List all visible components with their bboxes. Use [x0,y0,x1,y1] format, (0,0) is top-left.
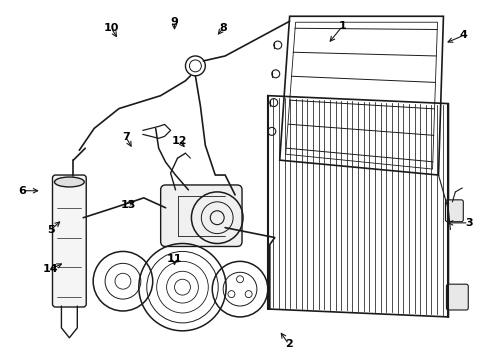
Text: 4: 4 [460,30,468,40]
Text: 12: 12 [172,136,187,146]
FancyBboxPatch shape [161,185,242,247]
Text: 1: 1 [339,21,346,31]
Text: 5: 5 [47,225,54,235]
Text: 8: 8 [219,23,227,33]
Text: 10: 10 [103,23,119,33]
Text: 2: 2 [285,339,293,349]
Text: 11: 11 [167,253,182,264]
FancyBboxPatch shape [52,175,86,307]
Text: 3: 3 [465,218,472,228]
Text: 9: 9 [171,17,178,27]
Ellipse shape [54,177,84,187]
FancyBboxPatch shape [446,284,468,310]
Text: 6: 6 [18,186,26,196]
FancyBboxPatch shape [445,200,464,222]
Text: 14: 14 [43,264,58,274]
Text: 13: 13 [121,200,136,210]
Text: 7: 7 [122,132,130,142]
